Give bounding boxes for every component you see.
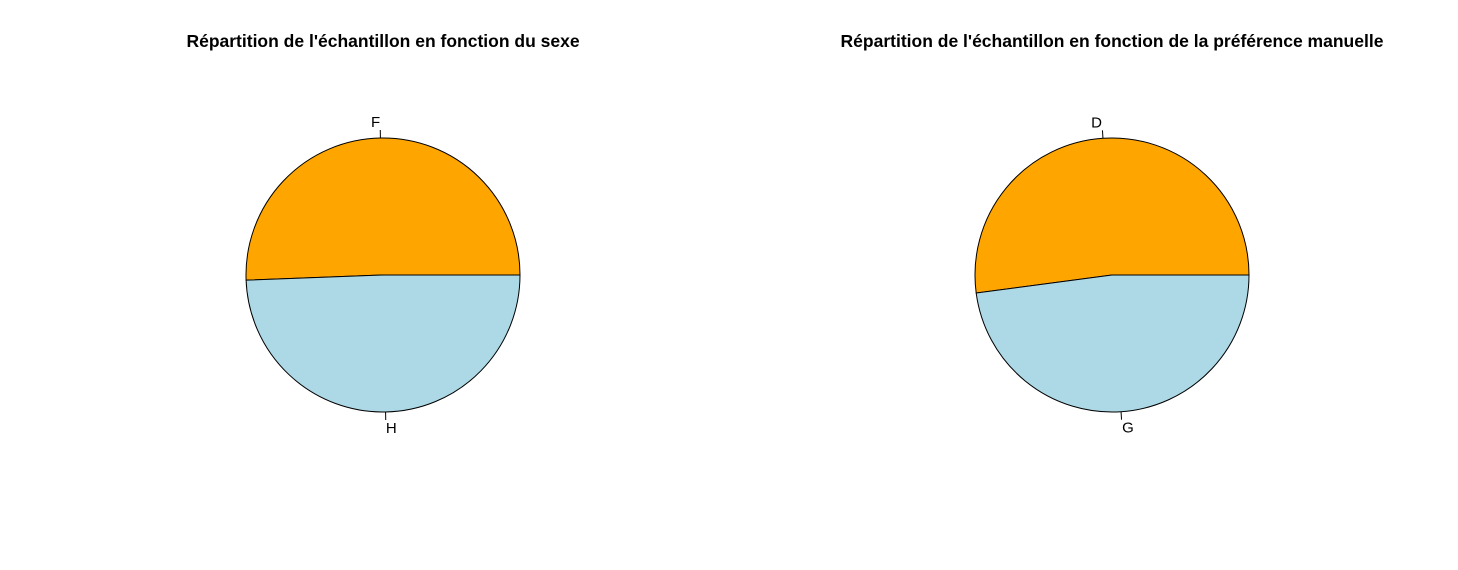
slice-label-f: F bbox=[371, 114, 380, 131]
slice-label-tick bbox=[1101, 130, 1104, 139]
chart-title: Répartition de l'échantillon en fonction… bbox=[841, 31, 1384, 51]
slice-label-d: D bbox=[1091, 114, 1102, 131]
slice-label-h: H bbox=[386, 420, 397, 437]
pie-slice-f bbox=[245, 137, 521, 281]
pie-slice-g bbox=[975, 274, 1250, 413]
pie-slice-d bbox=[974, 137, 1250, 294]
pie-chart-preference-manuelle: Répartition de l'échantillon en fonction… bbox=[841, 31, 1384, 437]
slice-label-g: G bbox=[1122, 420, 1134, 437]
pie-slice-h bbox=[245, 274, 521, 413]
slice-label-tick bbox=[1120, 411, 1123, 420]
pie-chart-sexe: Répartition de l'échantillon en fonction… bbox=[186, 31, 579, 437]
chart-title: Répartition de l'échantillon en fonction… bbox=[186, 31, 579, 51]
